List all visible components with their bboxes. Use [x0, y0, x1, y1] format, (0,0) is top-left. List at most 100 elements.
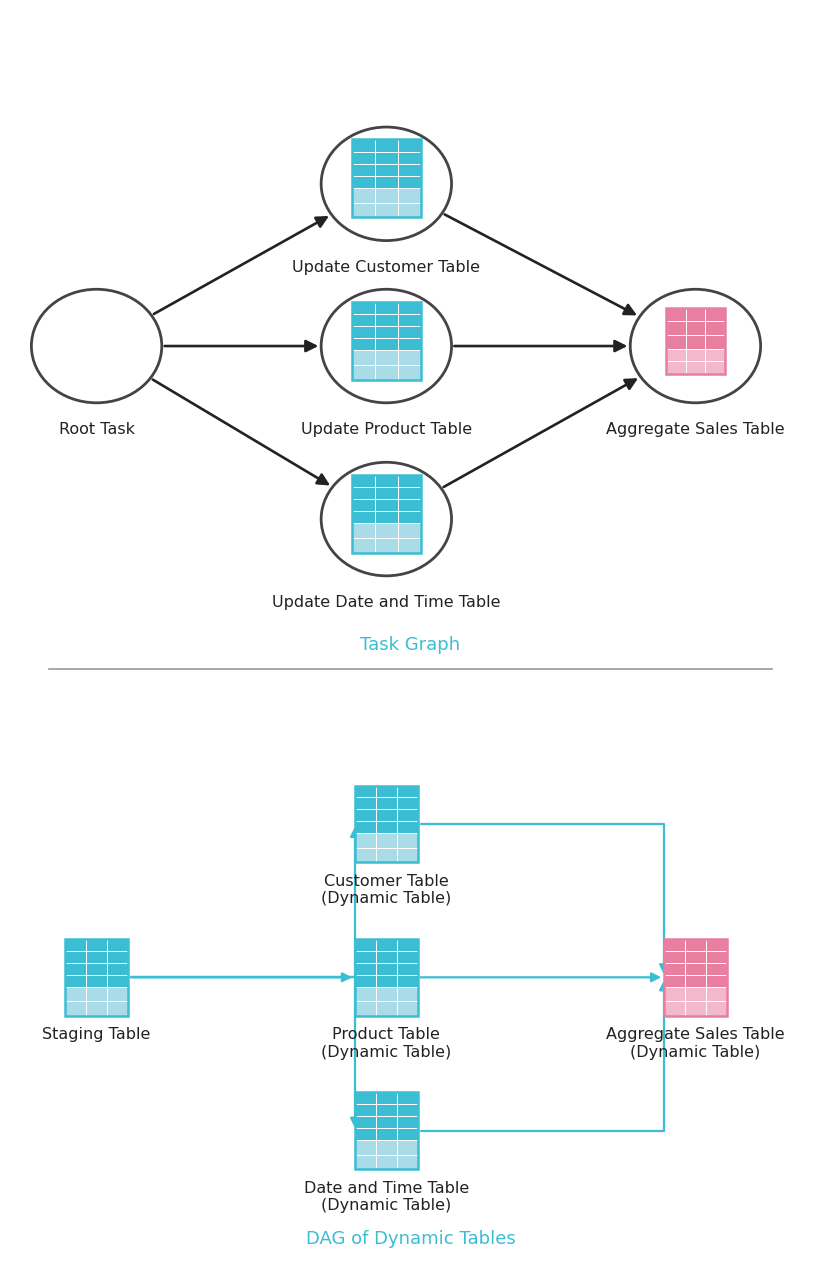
Bar [397, 1128, 418, 1140]
Bar [666, 307, 686, 321]
Bar [397, 974, 418, 987]
Bar [86, 1001, 107, 1016]
Bar [685, 963, 706, 974]
Bar [376, 1104, 397, 1116]
Bar [107, 963, 128, 974]
Bar [398, 314, 421, 326]
Bar [374, 326, 398, 338]
Bar [686, 335, 705, 349]
Ellipse shape [321, 462, 452, 576]
Bar [355, 987, 376, 1001]
Bar [664, 939, 727, 1016]
Bar [86, 951, 107, 963]
Bar [398, 202, 421, 218]
Bar [398, 522, 421, 538]
Bar [664, 951, 685, 963]
Bar [376, 939, 397, 951]
Bar [355, 1140, 376, 1155]
Ellipse shape [31, 290, 162, 402]
Bar [398, 350, 421, 364]
Bar [398, 139, 421, 152]
Bar [664, 939, 685, 951]
Bar [376, 1093, 397, 1104]
Bar [374, 538, 398, 553]
Bar [351, 511, 374, 522]
Bar [705, 321, 725, 335]
Bar [374, 139, 398, 152]
Bar [107, 987, 128, 1001]
Bar [65, 987, 86, 1001]
Bar [376, 821, 397, 834]
Bar [664, 974, 685, 987]
Bar [355, 963, 376, 974]
Bar [355, 834, 376, 848]
Bar [666, 349, 686, 361]
Bar [355, 848, 376, 863]
Bar [65, 974, 86, 987]
Bar [374, 163, 398, 176]
Bar [351, 314, 374, 326]
Bar [374, 364, 398, 380]
Bar [374, 338, 398, 350]
Ellipse shape [631, 290, 760, 402]
Ellipse shape [321, 126, 452, 240]
Bar [351, 302, 421, 380]
Bar [705, 349, 725, 361]
Bar [376, 1140, 397, 1155]
Bar [397, 1093, 418, 1104]
Bar [374, 350, 398, 364]
Bar [355, 1001, 376, 1016]
Bar [376, 1001, 397, 1016]
Bar [685, 987, 706, 1001]
Bar [351, 338, 374, 350]
Bar [376, 810, 397, 821]
Bar [355, 797, 376, 810]
Text: Task Graph: Task Graph [360, 636, 461, 654]
Bar [686, 307, 705, 321]
Bar [355, 939, 376, 951]
Bar [86, 963, 107, 974]
Bar [397, 987, 418, 1001]
Bar [706, 963, 727, 974]
Bar [355, 939, 418, 1016]
Bar [376, 1128, 397, 1140]
Bar [376, 834, 397, 848]
Bar [398, 176, 421, 187]
Bar [355, 974, 376, 987]
Bar [397, 939, 418, 951]
Text: Aggregate Sales Table
(Dynamic Table): Aggregate Sales Table (Dynamic Table) [606, 1027, 785, 1060]
Bar [65, 951, 86, 963]
Bar [376, 1116, 397, 1128]
Bar [397, 963, 418, 974]
Bar [355, 786, 376, 797]
Bar [398, 187, 421, 202]
Bar [355, 1116, 376, 1128]
Bar [398, 511, 421, 522]
Bar [397, 951, 418, 963]
Bar [355, 1155, 376, 1169]
Bar [351, 163, 374, 176]
Bar [376, 1155, 397, 1169]
Bar [355, 1093, 418, 1169]
Bar [397, 1140, 418, 1155]
Bar [664, 1001, 685, 1016]
Bar [351, 487, 374, 498]
Bar [107, 974, 128, 987]
Bar [351, 350, 374, 364]
Bar [376, 848, 397, 863]
Bar [376, 963, 397, 974]
Bar [355, 821, 376, 834]
Bar [686, 349, 705, 361]
Bar [397, 821, 418, 834]
Bar [376, 797, 397, 810]
Bar [86, 974, 107, 987]
Bar [374, 152, 398, 163]
Bar [351, 538, 374, 553]
Bar [355, 810, 376, 821]
Bar [355, 1093, 376, 1104]
Bar [685, 1001, 706, 1016]
Bar [686, 321, 705, 335]
Bar [705, 307, 725, 321]
Bar [686, 361, 705, 373]
Bar [376, 974, 397, 987]
